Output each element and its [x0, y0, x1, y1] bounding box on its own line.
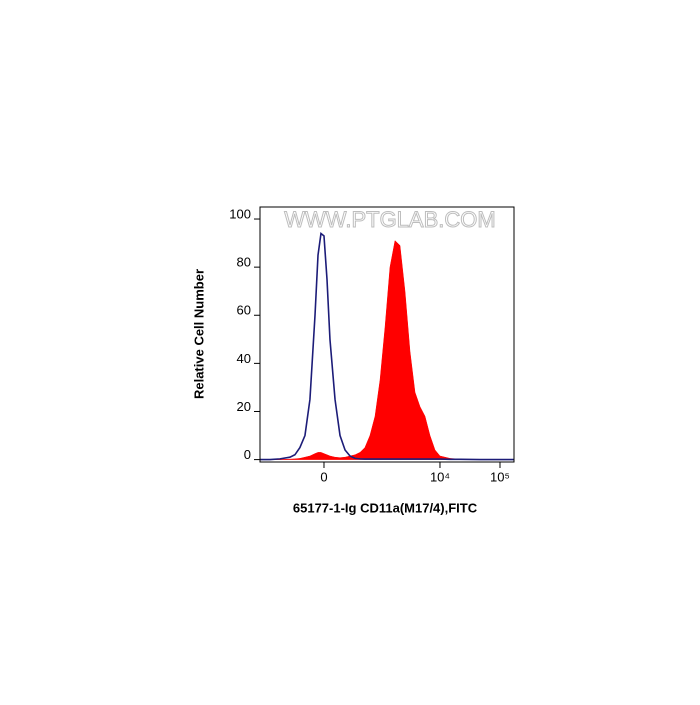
x-tick-label: 0 [320, 469, 327, 484]
filled-histogram [260, 240, 514, 460]
y-tick-label: 80 [237, 255, 251, 270]
y-axis-title: Relative Cell Number [191, 269, 206, 399]
y-tick-label: 60 [237, 303, 251, 318]
histogram-line [260, 231, 514, 461]
plot [260, 231, 514, 461]
x-tick-label: 10⁵ [490, 469, 510, 484]
y-tick-label: 100 [229, 206, 251, 221]
x-axis-title: 65177-1-Ig CD11a(M17/4),FITC [293, 500, 478, 515]
y-tick-label: 20 [237, 399, 251, 414]
watermark: WWW.PTGLAB.COM [284, 207, 495, 232]
y-tick-label: 40 [237, 351, 251, 366]
x-tick-label: 10⁴ [430, 469, 450, 484]
plot-frame [259, 206, 515, 463]
y-tick-label: 0 [244, 447, 251, 462]
